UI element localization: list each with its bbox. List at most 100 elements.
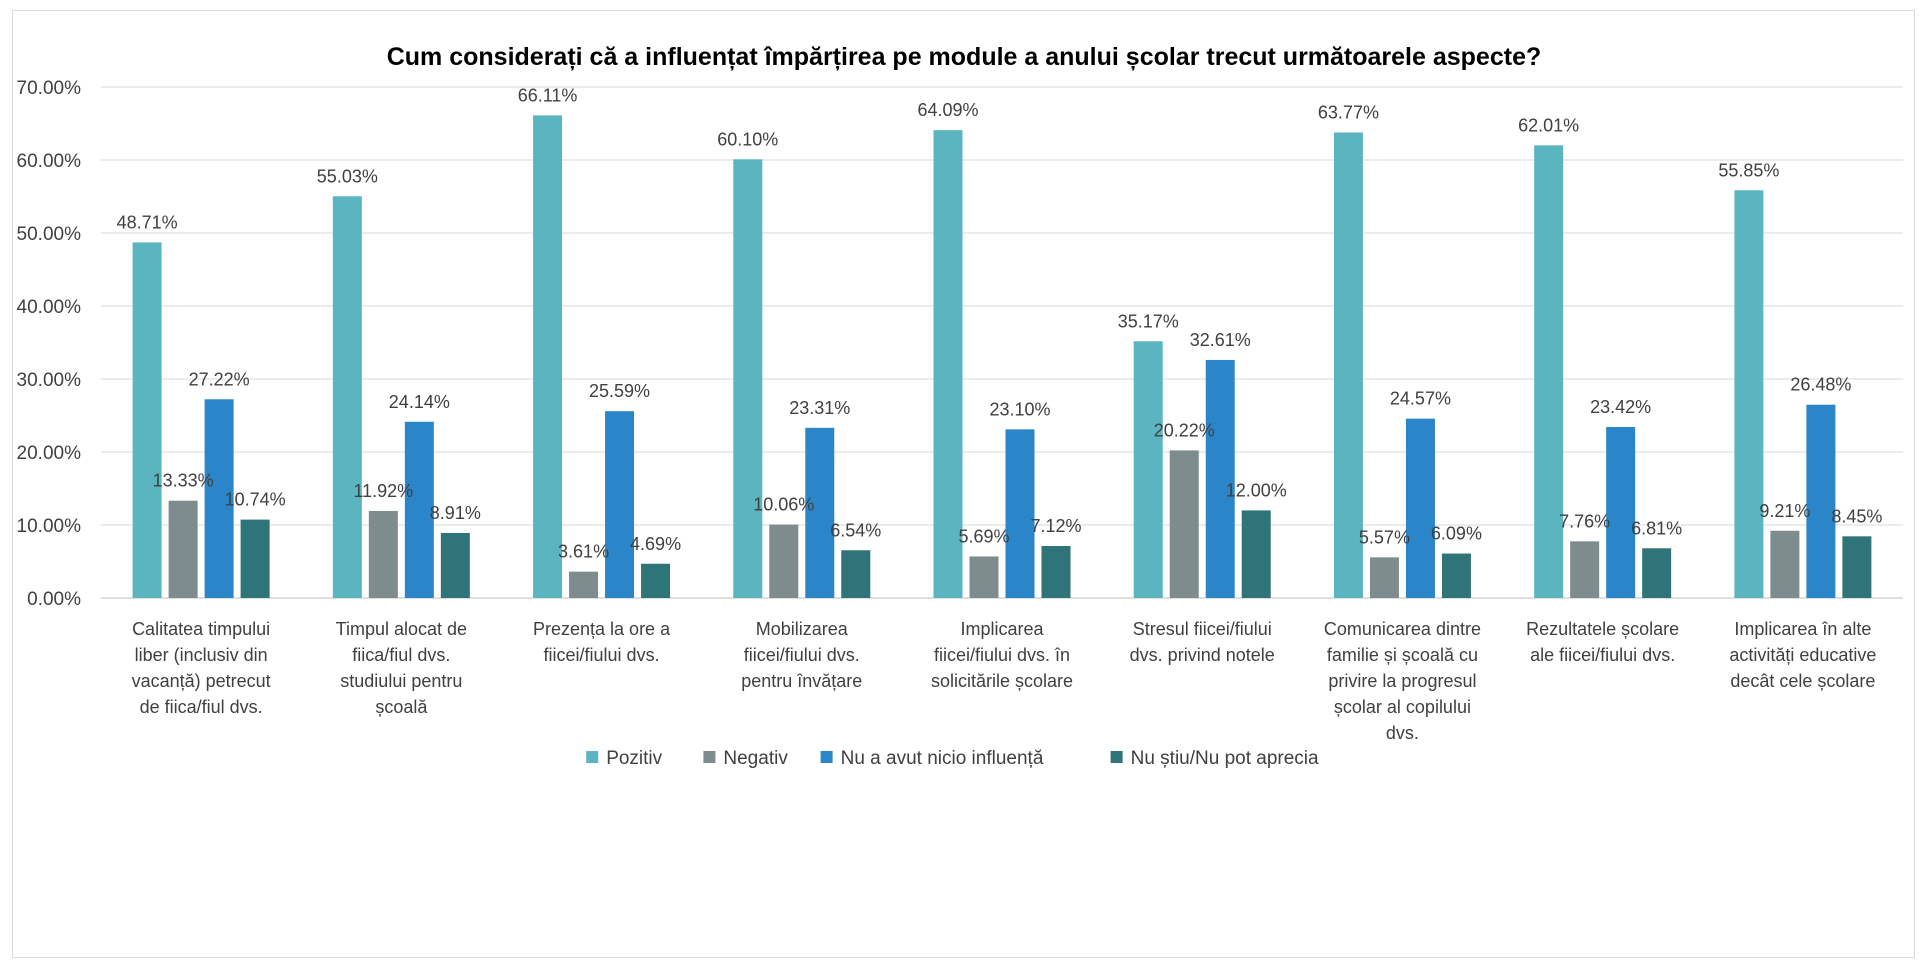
bar [1606, 427, 1636, 598]
category-label: Mobilizarea fiicei/fiului dvs. pentru învă… [741, 619, 862, 691]
category-label-line: liber (inclusiv din [135, 645, 268, 665]
gridlines [101, 86, 1903, 599]
bar [1570, 541, 1600, 598]
category-label-line: de fiica/fiul dvs. [140, 697, 263, 717]
bar [733, 159, 763, 598]
data-label: 4.69% [630, 534, 681, 554]
bar [569, 571, 599, 598]
category-label-line: Implicarea în alte [1734, 619, 1871, 639]
category-label: Comunicarea dintre familie și școală cu pr… [1324, 619, 1481, 743]
y-tick-label: 70.00% [17, 78, 82, 99]
category-label-line: studiului pentru [340, 671, 462, 691]
data-label: 23.31% [789, 398, 850, 418]
legend: Pozitiv Negativ Nu a avut nicio influență N… [586, 748, 1319, 769]
data-label: 10.06% [753, 495, 814, 515]
y-tick-label: 30.00% [17, 370, 82, 391]
y-tick-label: 0.00% [27, 589, 81, 610]
category-label-line: fiica/fiul dvs. [352, 645, 450, 665]
data-label: 62.01% [1518, 115, 1579, 135]
bar [1770, 530, 1800, 598]
data-label: 7.76% [1559, 511, 1610, 531]
chart-svg: Cum considerați că a influențat împărțir… [17, 43, 1903, 769]
category-label: Implicarea în alte activități educative de… [1729, 619, 1876, 691]
bar [1369, 557, 1399, 598]
category-label-line: Comunicarea dintre [1324, 619, 1481, 639]
bar [168, 500, 198, 598]
bar [368, 510, 398, 598]
bar [240, 519, 270, 598]
category-label-line: vacanță) petrecut [132, 671, 271, 691]
data-label: 7.12% [1030, 516, 1081, 536]
bar [1806, 404, 1836, 598]
bar [1133, 341, 1163, 598]
category-label-line: decât cele școlare [1730, 671, 1875, 691]
data-label: 64.09% [917, 100, 978, 120]
bar [1041, 546, 1071, 598]
bars [132, 115, 1872, 599]
category-label: Implicarea fiicei/fiului dvs. în solicităr… [931, 619, 1073, 691]
category-label-line: fiicei/fiului dvs. în [934, 645, 1070, 665]
legend-label: Pozitiv [606, 748, 662, 769]
legend-swatch [820, 751, 833, 763]
bar [1842, 536, 1872, 598]
chart-frame: Cum considerați că a influențat împărțir… [12, 10, 1915, 958]
data-label: 24.57% [1390, 389, 1451, 409]
legend-swatch [586, 751, 599, 763]
y-tick-label: 50.00% [17, 224, 82, 245]
bar [841, 550, 871, 598]
data-label: 32.61% [1190, 330, 1251, 350]
bar [1205, 359, 1235, 598]
data-label: 55.03% [317, 166, 378, 186]
category-label-line: școlar al copilului [1334, 697, 1471, 717]
legend-label: Nu a avut nicio influență [841, 748, 1044, 769]
category-label: Rezultatele școlare ale fiicei/fiului dvs… [1526, 619, 1679, 665]
y-tick-label: 10.00% [17, 516, 82, 537]
data-label: 6.81% [1631, 518, 1682, 538]
category-label-line: solicitările școlare [931, 671, 1073, 691]
data-label: 6.09% [1431, 524, 1482, 544]
y-axis-ticks: 0.00% 10.00% 20.00% 30.00% 40.00% 50.00% 60.00… [17, 78, 82, 610]
bar [1405, 418, 1435, 598]
y-tick-label: 20.00% [17, 443, 82, 464]
category-label: Calitatea timpului liber (inclusiv din vac… [132, 619, 271, 717]
data-label: 13.33% [153, 471, 214, 491]
category-label-line: Timpul alocat de [336, 619, 467, 639]
category-label-line: Mobilizarea [756, 619, 849, 639]
category-label-line: fiicei/fiului dvs. [744, 645, 860, 665]
category-label: Prezența la ore a fiicei/fiului dvs. [533, 619, 671, 665]
data-label: 60.10% [717, 129, 778, 149]
category-label-line: dvs. [1386, 723, 1419, 743]
bar [1333, 132, 1363, 598]
category-label-line: dvs. privind notele [1130, 645, 1275, 665]
data-label: 55.85% [1718, 160, 1779, 180]
bar [969, 556, 999, 598]
category-labels: Calitatea timpului liber (inclusiv din vac… [132, 619, 1877, 743]
data-label: 20.22% [1154, 420, 1215, 440]
data-label: 5.57% [1359, 527, 1410, 547]
bar [605, 411, 635, 598]
category-label-line: Rezultatele școlare [1526, 619, 1679, 639]
category-label-line: pentru învățare [741, 671, 862, 691]
data-label: 23.42% [1590, 397, 1651, 417]
category-label-line: Stresul fiicei/fiului [1133, 619, 1272, 639]
data-label: 11.92% [353, 481, 413, 501]
category-label-line: ale fiicei/fiului dvs. [1530, 645, 1675, 665]
data-label: 35.17% [1118, 311, 1179, 331]
category-label-line: familie și școală cu [1327, 645, 1478, 665]
data-label: 23.10% [989, 399, 1050, 419]
data-label: 48.71% [117, 212, 178, 232]
data-label: 25.59% [589, 381, 650, 401]
bar [204, 399, 234, 598]
category-label: Stresul fiicei/fiului dvs. privind notele [1130, 619, 1275, 665]
data-label: 8.91% [430, 503, 481, 523]
data-label: 9.21% [1759, 501, 1810, 521]
bar [1642, 548, 1672, 598]
category-label-line: Calitatea timpului [132, 619, 270, 639]
category-label: Timpul alocat de fiica/fiul dvs. studiului… [336, 619, 467, 717]
bar [805, 427, 835, 598]
category-label-line: fiicei/fiului dvs. [544, 645, 660, 665]
bar [641, 563, 671, 598]
legend-label: Negativ [723, 748, 788, 769]
bar [1734, 190, 1764, 599]
legend-label: Nu știu/Nu pot aprecia [1131, 748, 1319, 769]
